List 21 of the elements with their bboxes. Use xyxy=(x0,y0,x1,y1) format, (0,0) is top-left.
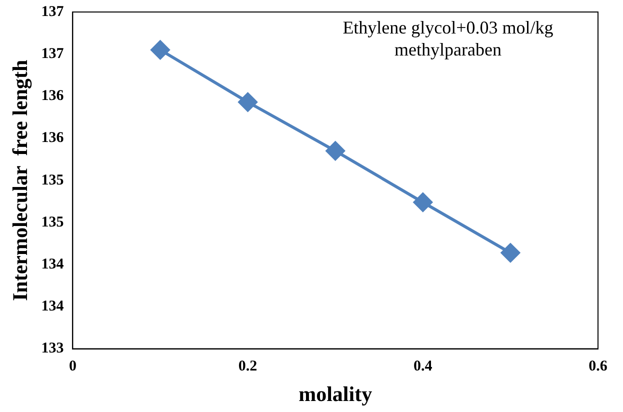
x-tick-label: 0 xyxy=(68,358,76,375)
point xyxy=(150,40,170,60)
y-tick-label: 134 xyxy=(41,298,64,315)
y-tick-label: 136 xyxy=(41,88,64,104)
y-tick-label: 133 xyxy=(41,340,64,357)
y-tick-label: 136 xyxy=(41,130,64,146)
point xyxy=(326,141,345,160)
point xyxy=(413,192,432,212)
x-tick-label: 0.4 xyxy=(414,358,433,375)
annotation: Ethylene glycol+0.03 mol/kg methylparaben xyxy=(342,18,554,60)
point xyxy=(238,92,258,112)
y-tick-label: 135 xyxy=(41,172,64,188)
y-tick-label: 135 xyxy=(41,214,64,230)
x-axis-title: molality xyxy=(298,382,373,406)
y-axis-title: Intermolecular free length xyxy=(8,59,32,302)
x-tick-label: 0.6 xyxy=(588,358,608,375)
point xyxy=(500,243,520,262)
y-tick-label: 134 xyxy=(41,256,64,272)
y-tick-label: 137 xyxy=(41,4,64,20)
y-tick-label: 137 xyxy=(41,46,64,62)
x-tick-label: 0.2 xyxy=(238,358,258,375)
